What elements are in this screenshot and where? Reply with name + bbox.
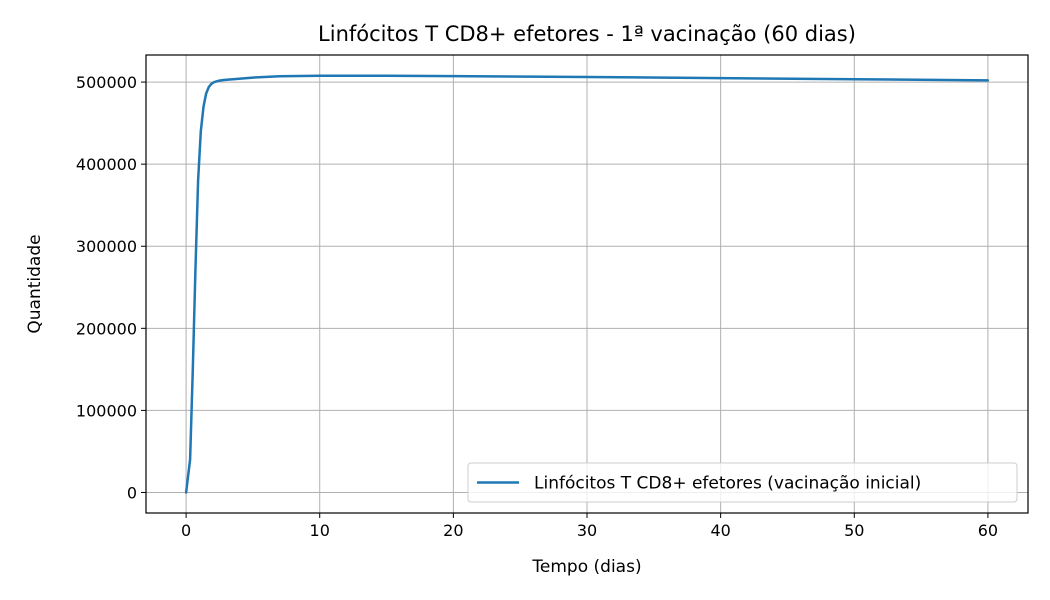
x-tick-label: 20 <box>443 521 463 540</box>
x-tick-label: 50 <box>844 521 864 540</box>
series-layer <box>184 74 990 494</box>
y-axis-label: Quantidade <box>25 234 45 333</box>
legend: Linfócitos T CD8+ efetores (vacinação in… <box>467 462 1018 503</box>
legend-label: Linfócitos T CD8+ efetores (vacinação in… <box>534 474 921 494</box>
x-tick-label: 0 <box>181 521 191 540</box>
chart-title: Linfócitos T CD8+ efetores - 1ª vacinaçã… <box>318 22 856 46</box>
y-tick-label: 0 <box>127 483 137 502</box>
x-tick-label: 10 <box>310 521 330 540</box>
y-tick-label: 400000 <box>76 155 137 174</box>
y-tick-label: 100000 <box>76 401 137 420</box>
grid <box>146 55 1028 513</box>
x-tick-label: 30 <box>577 521 597 540</box>
ticks: 0 10 20 30 40 50 60 0 100000 200000 300000 400000 50… <box>76 73 998 540</box>
x-tick-label: 60 <box>978 521 998 540</box>
y-tick-label: 500000 <box>76 73 137 92</box>
y-tick-label: 300000 <box>76 237 137 256</box>
x-tick-label: 40 <box>710 521 730 540</box>
legend-box <box>467 462 1018 503</box>
x-axis-label: Tempo (dias) <box>531 557 641 577</box>
y-tick-label: 200000 <box>76 319 137 338</box>
series-line <box>184 74 990 494</box>
